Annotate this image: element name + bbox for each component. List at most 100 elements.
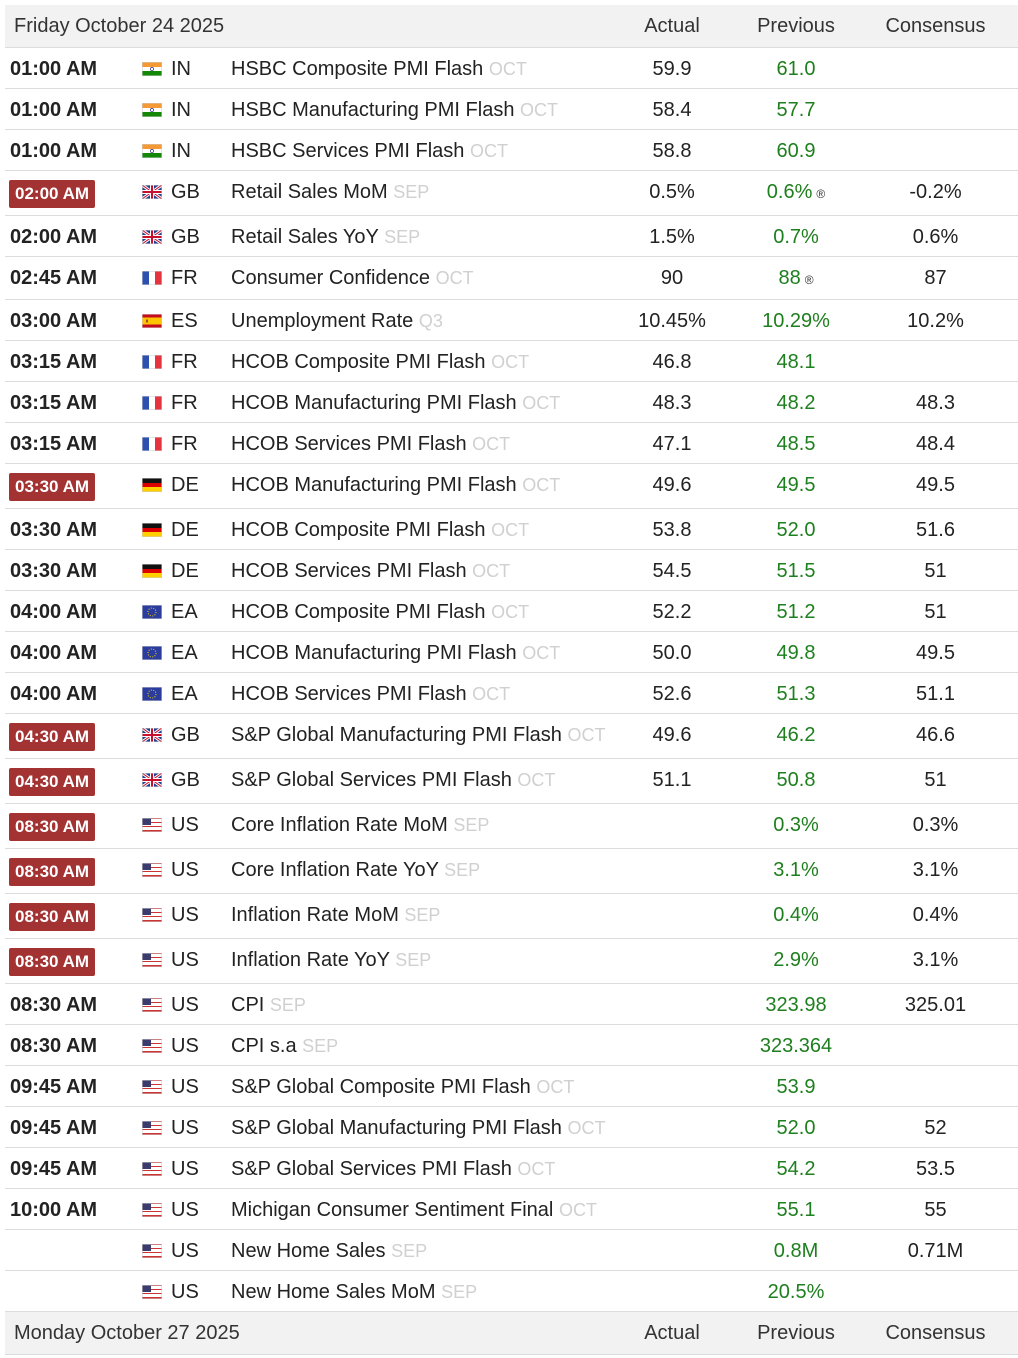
consensus: 46.6 [916,724,955,746]
country: US [171,949,199,971]
time-cell: 03:30 AM [5,464,142,508]
consensus: 49.5 [916,642,955,664]
event-period: Q3 [418,311,443,331]
flag-cell [142,300,171,340]
previous: 51.5 [776,560,816,582]
actual-cell [620,1271,724,1311]
time: 09:45 AM [10,1158,98,1180]
flag-icon [142,62,162,76]
country: ES [171,310,198,332]
event-row: 02:00 AM GB Retail Sales YoY SEP 1.5% 0.7% 0.… [5,216,1018,257]
flag-icon [142,1039,162,1053]
flag-cell [142,759,171,803]
flag-icon [142,605,162,619]
consensus-cell [868,1025,1003,1065]
actual: 0.5% [649,181,695,203]
previous-cell: 57.7 [724,89,868,129]
actual-cell: 53.8 [620,509,724,549]
time-cell: 04:00 AM [5,673,142,713]
event-period: SEP [302,1036,339,1056]
event-row: 08:30 AM US Core Inflation Rate MoM SEP 0.3… [5,804,1018,849]
time-cell: 09:45 AM [5,1066,142,1106]
consensus-cell: 48.3 [868,382,1003,422]
event-period: OCT [435,268,474,288]
actual-cell: 0.5% [620,171,724,215]
column-header: Actual [644,1322,700,1344]
time: 03:15 AM [10,433,98,455]
actual: 46.8 [652,351,692,373]
event-row: 03:30 AM DE HCOB Manufacturing PMI Flash O… [5,464,1018,509]
flag-icon [142,185,162,199]
flag-cell [142,849,171,893]
event-cell: Inflation Rate MoM SEP [231,894,620,938]
flag-icon [142,1121,162,1135]
country: EA [171,642,198,664]
consensus-cell: 51.1 [868,673,1003,713]
time: 04:00 AM [10,683,98,705]
event-name: S&P Global Services PMI Flash [231,1158,512,1180]
flag-cell [142,257,171,299]
actual-cell [620,1107,724,1147]
time-badge: 08:30 AM [9,858,96,886]
event-name: HSBC Composite PMI Flash [231,58,484,80]
consensus-cell [868,130,1003,170]
flag-icon [142,1162,162,1176]
event-row: 04:00 AM EA HCOB Composite PMI Flash OCT 52… [5,591,1018,632]
time-cell: 08:30 AM [5,894,142,938]
flag-cell [142,714,171,758]
event-period: OCT [488,59,527,79]
consensus-cell: 51 [868,591,1003,631]
consensus-cell: 53.5 [868,1148,1003,1188]
event-row: 08:30 AM US CPI SEP 323.98 325.01 [5,984,1018,1025]
event-row: 04:00 AM EA HCOB Services PMI Flash OCT 52.… [5,673,1018,714]
previous-cell: 52.0 [724,1107,868,1147]
event-name: S&P Global Manufacturing PMI Flash [231,1117,562,1139]
event-row: 04:30 AM GB S&P Global Services PMI Flash … [5,759,1018,804]
flag-icon [142,728,162,742]
event-name: HCOB Services PMI Flash [231,560,467,582]
country: GB [171,181,200,203]
time-cell: 10:00 AM [5,1189,142,1229]
flag-cell [142,894,171,938]
consensus-cell: 51 [868,759,1003,803]
previous: 51.2 [776,601,816,623]
previous: 0.8M [773,1240,819,1262]
event-cell: HCOB Manufacturing PMI Flash OCT [231,632,620,672]
consensus: 51 [924,560,947,582]
time: 03:00 AM [10,310,98,332]
flag-cell [142,341,171,381]
flag-cell [142,1189,171,1229]
country: US [171,814,199,836]
previous-cell: 0.4% [724,894,868,938]
event-name: HCOB Manufacturing PMI Flash [231,474,517,496]
previous-cell: 49.8 [724,632,868,672]
time-badge: 04:30 AM [9,723,96,751]
flag-cell [142,171,171,215]
flag-cell [142,48,171,88]
event-period: SEP [391,1241,428,1261]
event-period: OCT [491,602,530,622]
flag-cell [142,1148,171,1188]
consensus-cell [868,1271,1003,1311]
flag-cell [142,939,171,983]
consensus: 52 [924,1117,947,1139]
actual: 49.6 [652,474,692,496]
event-period: OCT [491,352,530,372]
actual-cell [620,1066,724,1106]
event-period: SEP [384,227,421,247]
previous-cell: 50.8 [724,759,868,803]
flag-cell [142,632,171,672]
previous: 60.9 [776,140,816,162]
time: 03:30 AM [10,519,98,541]
event-name: Inflation Rate YoY [231,949,390,971]
time-badge: 08:30 AM [9,813,96,841]
event-row: 03:00 AM ES Unemployment Rate Q3 10.45% 10.2… [5,300,1018,341]
event-name: Unemployment Rate [231,310,414,332]
event-name: HSBC Services PMI Flash [231,140,465,162]
actual-cell: 1.5% [620,216,724,256]
actual: 52.6 [652,683,692,705]
event-cell: S&P Global Manufacturing PMI Flash OCT [231,1107,620,1147]
consensus-cell: 87 [868,257,1003,299]
previous-cell: 51.3 [724,673,868,713]
event-period: OCT [567,1118,606,1138]
